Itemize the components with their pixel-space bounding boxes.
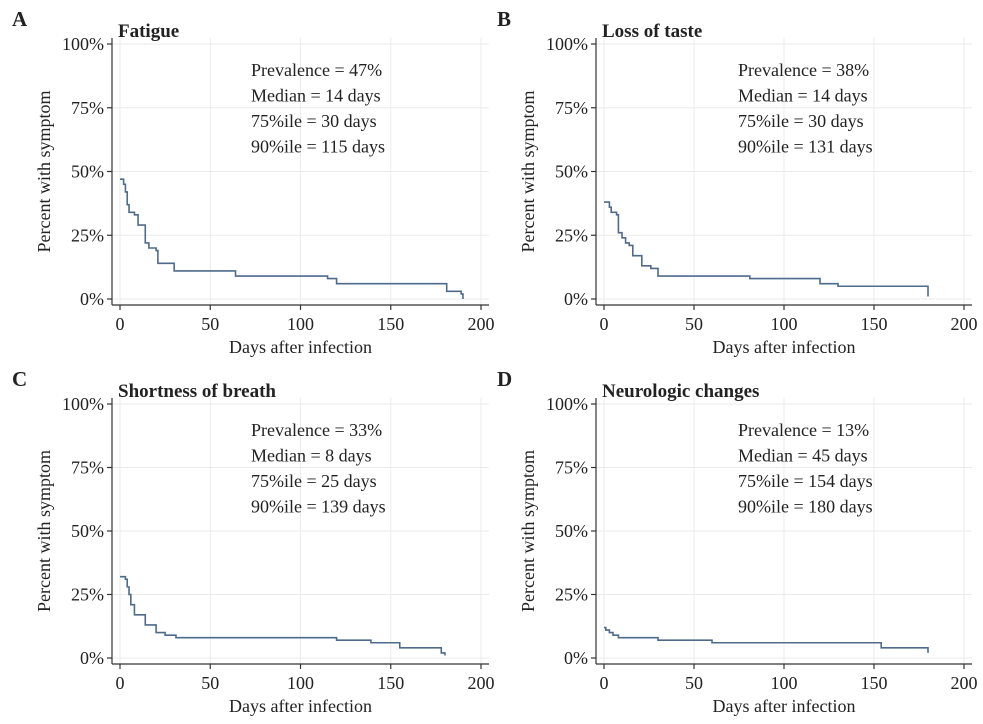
x-tick-label: 50 [201,673,219,693]
panel-d: 0% 25% 50% 75% 100% 0 50 100 150 200 Days after in… [497,367,978,716]
panel-letter: D [497,367,512,391]
y-tick-label: 100% [546,394,588,414]
stat-line: 75%ile = 30 days [251,111,377,131]
y-tick-label: 25% [71,585,104,605]
panel-letter: B [497,7,511,31]
stat-line: Prevalence = 13% [738,420,869,440]
x-axis-title: Days after infection [229,337,372,357]
stat-line: 90%ile = 131 days [738,137,873,157]
y-tick-label: 75% [555,98,588,118]
x-tick-label: 100 [771,673,798,693]
stat-line: Median = 14 days [738,86,868,106]
y-tick-label: 75% [555,458,588,478]
panel-a: 0% 25% 50% 75% 100% 0 50 100 150 200 Days after in… [12,7,495,357]
y-tick-label: 25% [555,585,588,605]
y-axis-title: Percent with symptom [518,91,538,253]
x-axis-title: Days after infection [229,696,372,716]
y-tick-label: 50% [555,162,588,182]
x-tick-label: 200 [951,314,978,334]
x-tick-label: 0 [600,673,609,693]
y-tick-label: 100% [62,34,104,54]
stat-line: Median = 45 days [738,446,868,466]
stat-line: Prevalence = 47% [251,60,382,80]
x-tick-label: 200 [468,314,495,334]
x-axis-title: Days after infection [713,337,856,357]
x-tick-label: 50 [685,314,703,334]
y-tick-label: 25% [71,225,104,245]
x-tick-label: 50 [201,314,219,334]
stat-line: Prevalence = 33% [251,420,382,440]
x-tick-label: 150 [861,314,888,334]
y-tick-label: 25% [555,225,588,245]
x-tick-label: 200 [468,673,495,693]
stat-line: Median = 14 days [251,86,381,106]
panel-letter: A [12,7,28,31]
panel-title: Neurologic changes [602,381,759,402]
y-tick-label: 0% [564,648,588,668]
x-tick-label: 100 [287,314,314,334]
survival-curve [604,626,929,653]
x-tick-label: 150 [861,673,888,693]
stat-line: Median = 8 days [251,446,372,466]
y-tick-label: 0% [80,648,104,668]
x-tick-label: 200 [951,673,978,693]
panel-title: Shortness of breath [118,381,276,402]
panel-title: Loss of taste [602,21,702,42]
survival-curve [604,201,929,297]
stat-line: 90%ile = 115 days [251,137,385,157]
stat-line: 75%ile = 25 days [251,471,377,491]
stat-line: 90%ile = 180 days [738,497,873,517]
y-tick-label: 75% [71,458,104,478]
stat-line: 75%ile = 154 days [738,471,873,491]
stat-line: 90%ile = 139 days [251,497,386,517]
y-tick-label: 50% [71,521,104,541]
y-tick-label: 50% [71,162,104,182]
x-tick-label: 0 [600,314,609,334]
x-tick-label: 50 [685,673,703,693]
y-tick-label: 75% [71,98,104,118]
y-axis-title: Percent with symptom [518,450,538,612]
panel-b: 0% 25% 50% 75% 100% 0 50 100 150 200 Days after in… [497,7,978,357]
survival-curve [120,178,464,299]
stat-line: Prevalence = 38% [738,60,869,80]
stat-line: 75%ile = 30 days [738,111,864,131]
x-axis-title: Days after infection [713,696,856,716]
y-axis-title: Percent with symptom [34,450,54,612]
x-tick-label: 100 [771,314,798,334]
y-tick-label: 100% [546,34,588,54]
x-tick-label: 150 [377,673,404,693]
panel-title: Fatigue [118,21,179,42]
y-axis-title: Percent with symptom [34,91,54,253]
survival-curve [120,575,446,656]
x-tick-label: 0 [116,314,125,334]
x-tick-label: 0 [116,673,125,693]
y-tick-label: 100% [62,394,104,414]
x-tick-label: 150 [377,314,404,334]
y-tick-label: 0% [564,289,588,309]
panel-c: 0% 25% 50% 75% 100% 0 50 100 150 200 Days after in… [12,367,495,716]
y-tick-label: 0% [80,289,104,309]
y-tick-label: 50% [555,521,588,541]
x-tick-label: 100 [287,673,314,693]
panel-letter: C [12,367,27,391]
